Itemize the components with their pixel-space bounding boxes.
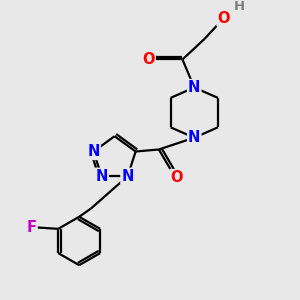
Text: O: O: [218, 11, 230, 26]
Text: N: N: [188, 130, 200, 145]
Text: H: H: [234, 0, 245, 14]
Text: O: O: [170, 170, 183, 185]
Text: N: N: [95, 169, 108, 184]
Text: N: N: [122, 169, 134, 184]
Text: F: F: [27, 220, 37, 235]
Text: N: N: [87, 144, 100, 159]
Text: N: N: [188, 80, 200, 95]
Text: O: O: [142, 52, 155, 67]
